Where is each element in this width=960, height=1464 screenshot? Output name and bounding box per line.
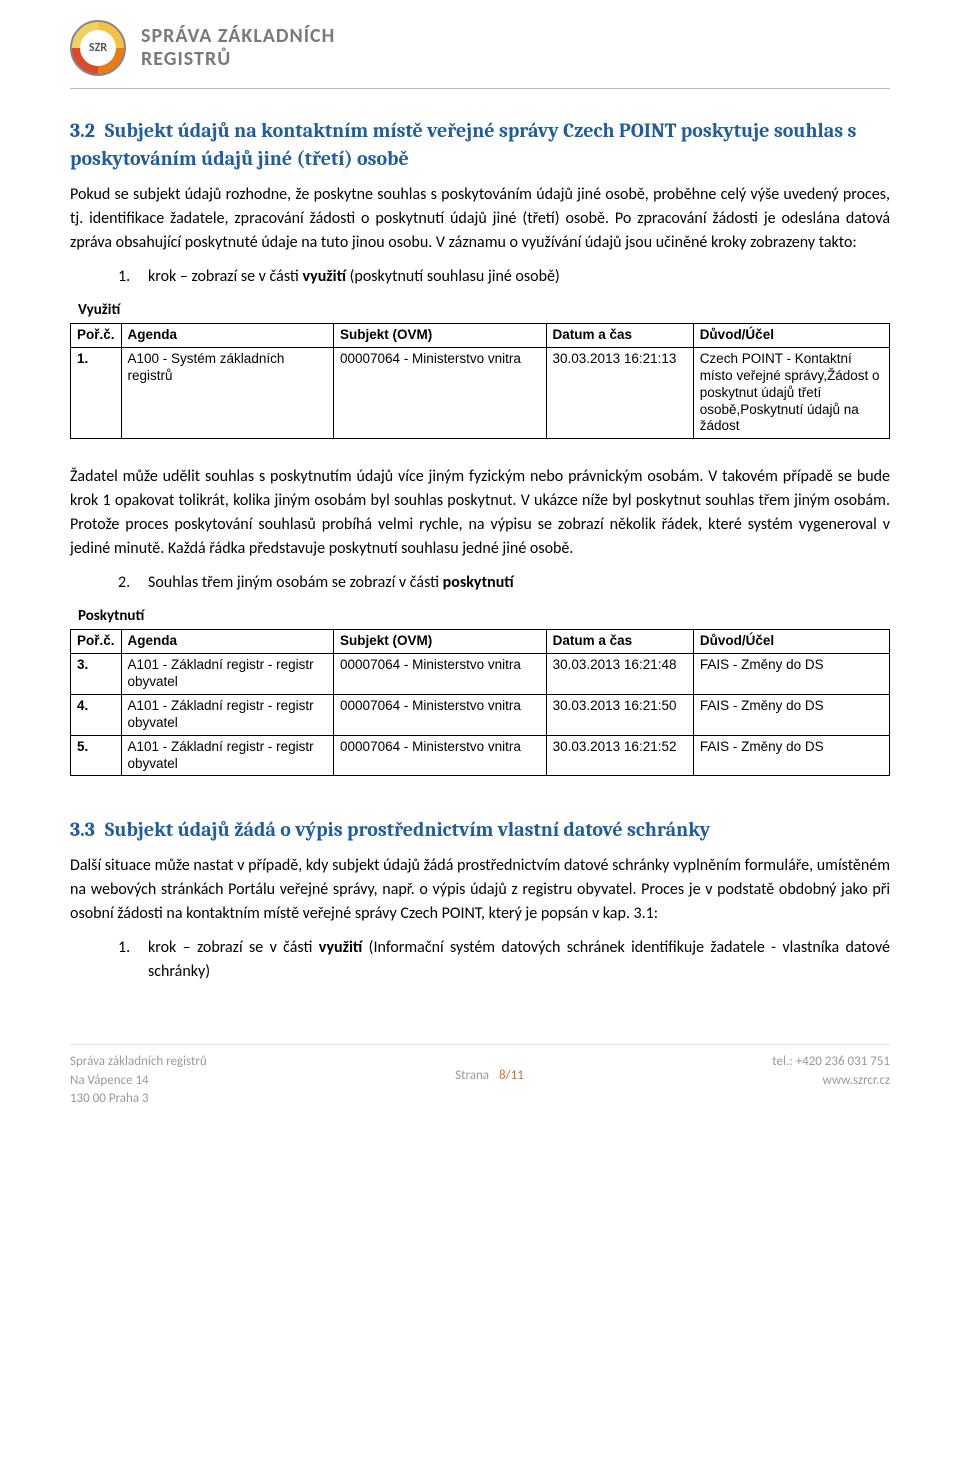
step-text: krok – zobrazí se v části využití (posky…: [148, 265, 560, 289]
footer-address-2: 130 00 Praha 3: [70, 1090, 207, 1108]
footer-page-number: 8/11: [499, 1068, 524, 1083]
col-header: Agenda: [121, 324, 333, 348]
section-3-2-title: Subjekt údajů na kontaktním místě veřejn…: [70, 119, 856, 170]
footer-org: Správa základních registrů: [70, 1053, 207, 1071]
section-3-3-number: 3.3: [70, 818, 95, 841]
cell: 00007064 - Ministerstvo vnitra: [334, 735, 547, 776]
section-3-3-step-1: 1. krok – zobrazí se v části využití (In…: [118, 936, 890, 984]
section-3-3-heading: 3.3 Subjekt údajů žádá o výpis prostředni…: [70, 816, 890, 844]
table-header-row: Poř.č. Agenda Subjekt (OVM) Datum a čas …: [71, 630, 890, 654]
header-rule: [70, 88, 890, 89]
section-3-2-para-1: Pokud se subjekt údajů rozhodne, že posk…: [70, 183, 890, 255]
table-2-title: Poskytnutí: [78, 607, 890, 625]
table-row: 3. A101 - Základní registr - registr oby…: [71, 654, 890, 695]
table-vyuziti: Poř.č. Agenda Subjekt (OVM) Datum a čas …: [70, 323, 890, 439]
cell: 00007064 - Ministerstvo vnitra: [334, 694, 547, 735]
step-number: 2.: [118, 571, 136, 595]
footer-mid: Strana 8/11: [455, 1053, 524, 1085]
table-header-row: Poř.č. Agenda Subjekt (OVM) Datum a čas …: [71, 324, 890, 348]
section-3-3-para: Další situace může nastat v případě, kdy…: [70, 854, 890, 926]
cell: 00007064 - Ministerstvo vnitra: [334, 654, 547, 695]
brand-line-1: SPRÁVA ZÁKLADNÍCH: [141, 25, 335, 48]
section-3-2-heading: 3.2Subjekt údajů na kontaktním místě veř…: [70, 117, 890, 173]
col-header: Subjekt (OVM): [334, 324, 547, 348]
table-row: 1. A100 - Systém základních registrů 000…: [71, 347, 890, 438]
cell: 3.: [71, 654, 122, 695]
footer-left: Správa základních registrů Na Vápence 14…: [70, 1053, 207, 1108]
col-header: Datum a čas: [546, 324, 693, 348]
col-header: Důvod/Účel: [693, 324, 889, 348]
cell: FAIS - Změny do DS: [693, 735, 889, 776]
section-3-2-step-1: 1. krok – zobrazí se v části využití (po…: [118, 265, 890, 289]
cell: 5.: [71, 735, 122, 776]
cell: FAIS - Změny do DS: [693, 694, 889, 735]
section-3-2-step-2: 2. Souhlas třem jiným osobám se zobrazí …: [118, 571, 890, 595]
col-header: Datum a čas: [546, 630, 693, 654]
footer-web: www.szrcr.cz: [772, 1072, 890, 1090]
cell: 30.03.2013 16:21:52: [546, 735, 693, 776]
cell: FAIS - Změny do DS: [693, 654, 889, 695]
page-footer: Správa základních registrů Na Vápence 14…: [70, 1044, 890, 1108]
footer-address-1: Na Vápence 14: [70, 1072, 207, 1090]
footer-phone: tel.: +420 236 031 751: [772, 1053, 890, 1071]
col-header: Poř.č.: [71, 630, 122, 654]
table-row: 4. A101 - Základní registr - registr oby…: [71, 694, 890, 735]
cell: 30.03.2013 16:21:50: [546, 694, 693, 735]
cell: A101 - Základní registr - registr obyvat…: [121, 654, 334, 695]
footer-right: tel.: +420 236 031 751 www.szrcr.cz: [772, 1053, 890, 1108]
cell: 1.: [71, 347, 122, 438]
cell: A101 - Základní registr - registr obyvat…: [121, 735, 334, 776]
logo-icon: SZR: [70, 20, 126, 76]
step-number: 1.: [118, 265, 136, 289]
col-header: Důvod/Účel: [693, 630, 889, 654]
cell: Czech POINT - Kontaktní místo veřejné sp…: [693, 347, 889, 438]
step-number: 1.: [118, 936, 136, 984]
cell: 00007064 - Ministerstvo vnitra: [334, 347, 547, 438]
cell: A100 - Systém základních registrů: [121, 347, 333, 438]
cell: 4.: [71, 694, 122, 735]
footer-page-label: Strana: [455, 1068, 489, 1083]
table-1-title: Využití: [78, 301, 890, 319]
brand-text: SPRÁVA ZÁKLADNÍCH REGISTRŮ: [141, 25, 335, 71]
col-header: Subjekt (OVM): [334, 630, 547, 654]
col-header: Poř.č.: [71, 324, 122, 348]
col-header: Agenda: [121, 630, 334, 654]
section-3-3-title: Subjekt údajů žádá o výpis prostřednictv…: [105, 818, 710, 841]
step-text: Souhlas třem jiným osobám se zobrazí v č…: [148, 571, 514, 595]
page-header: SZR SPRÁVA ZÁKLADNÍCH REGISTRŮ: [70, 20, 890, 82]
cell: 30.03.2013 16:21:13: [546, 347, 693, 438]
page: SZR SPRÁVA ZÁKLADNÍCH REGISTRŮ 3.2Subjek…: [0, 0, 960, 1138]
cell: 30.03.2013 16:21:48: [546, 654, 693, 695]
mid-paragraph: Žadatel může udělit souhlas s poskytnutí…: [70, 465, 890, 561]
section-3-2-number: 3.2: [70, 119, 95, 142]
table-poskytnuti: Poř.č. Agenda Subjekt (OVM) Datum a čas …: [70, 629, 890, 776]
brand-line-2: REGISTRŮ: [141, 48, 335, 71]
table-row: 5. A101 - Základní registr - registr oby…: [71, 735, 890, 776]
cell: A101 - Základní registr - registr obyvat…: [121, 694, 334, 735]
logo-abbrev: SZR: [80, 30, 116, 66]
step-text: krok – zobrazí se v části využití (Infor…: [148, 936, 890, 984]
